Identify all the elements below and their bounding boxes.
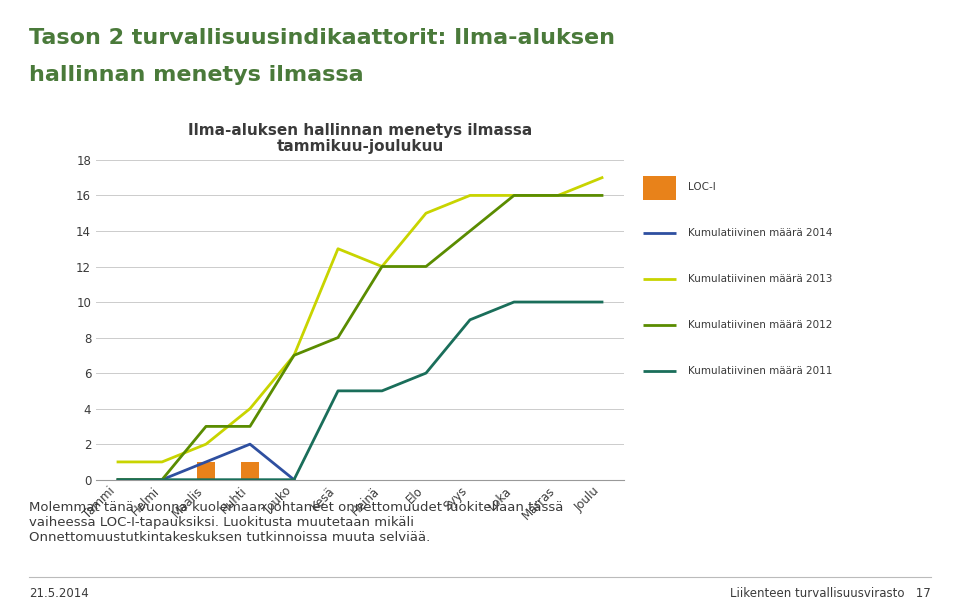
Text: Molemmat tänä vuonna kuolemaan johtaneet onnettomuudet luokitellaan tässä
vaihee: Molemmat tänä vuonna kuolemaan johtaneet… bbox=[29, 501, 564, 544]
Text: Ilma-aluksen hallinnan menetys ilmassa: Ilma-aluksen hallinnan menetys ilmassa bbox=[188, 124, 532, 138]
Text: tammikuu-joulukuu: tammikuu-joulukuu bbox=[276, 139, 444, 154]
Text: Liikenteen turvallisuusvirasto   17: Liikenteen turvallisuusvirasto 17 bbox=[731, 587, 931, 600]
Text: Kumulatiivinen määrä 2014: Kumulatiivinen määrä 2014 bbox=[687, 228, 832, 238]
Bar bbox=[197, 462, 215, 480]
Text: Kumulatiivinen määrä 2011: Kumulatiivinen määrä 2011 bbox=[687, 366, 832, 376]
Text: Tason 2 turvallisuusindikaattorit: Ilma-aluksen: Tason 2 turvallisuusindikaattorit: Ilma-… bbox=[29, 28, 614, 48]
Bar bbox=[643, 176, 676, 200]
Text: LOC-I: LOC-I bbox=[687, 182, 715, 192]
Text: 21.5.2014: 21.5.2014 bbox=[29, 587, 88, 600]
Text: Kumulatiivinen määrä 2012: Kumulatiivinen määrä 2012 bbox=[687, 320, 832, 330]
Bar bbox=[241, 462, 259, 480]
Text: Kumulatiivinen määrä 2013: Kumulatiivinen määrä 2013 bbox=[687, 274, 832, 284]
Text: hallinnan menetys ilmassa: hallinnan menetys ilmassa bbox=[29, 65, 364, 85]
